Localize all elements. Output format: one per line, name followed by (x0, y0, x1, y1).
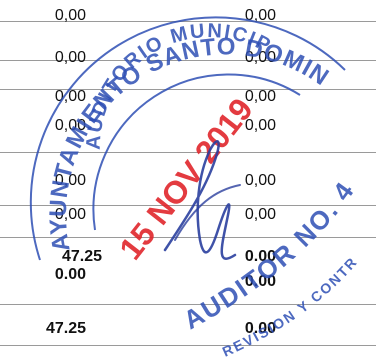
amount-col1: 47.25 (45, 320, 86, 337)
seal-inner-text: AUDITORIO MUNICIPAL (0, 0, 274, 150)
amount-col2: 0,00 (244, 206, 276, 223)
amount-col1: 0,00 (54, 7, 86, 24)
amount-col1: 0,00 (54, 88, 86, 105)
amount-col1: 47.25 (62, 248, 103, 265)
amount-col1: 0,00 (54, 117, 86, 134)
amount-col2: 0,00 (244, 88, 276, 105)
amount-col1: 0,00 (54, 206, 86, 223)
row-divider (0, 152, 376, 153)
amount-col2: 0.00 (244, 273, 276, 290)
amount-col2: 0,00 (244, 117, 276, 134)
amount-col2: 0,00 (244, 172, 276, 189)
row-divider (0, 304, 376, 305)
seal-outer-text: AYUNTAMIENTO SANTO DOMINGO NORTE (0, 0, 333, 254)
date-stamp-text: 15 NOV 2019 (112, 91, 260, 266)
amount-col2: 0,00 (244, 7, 276, 24)
row-divider (0, 345, 376, 346)
row-divider (0, 237, 376, 238)
amount-col1: 0.00 (54, 266, 86, 283)
amount-col2: 0.00 (244, 248, 276, 265)
amount-col2: 0.00 (244, 320, 276, 337)
amount-col1: 0,00 (54, 172, 86, 189)
amount-col2: 0,00 (244, 49, 276, 66)
amount-col1: 0,00 (54, 49, 86, 66)
